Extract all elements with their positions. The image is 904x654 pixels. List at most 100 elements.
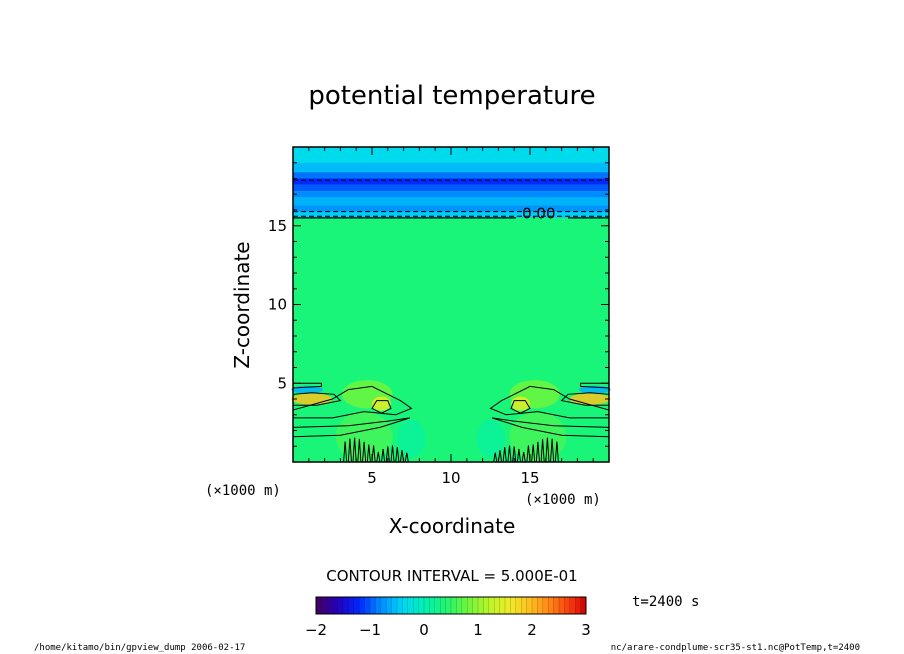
contour-lines: 0.00: [292, 179, 610, 463]
surface-contour-right-12: [497, 450, 503, 463]
field-feature-11: [476, 419, 505, 458]
colorbar-cell-5: [343, 597, 349, 614]
colorbar: [315, 596, 587, 615]
colorbar-cell-10: [370, 597, 376, 614]
x-tick-labels: 5 10 15: [367, 469, 539, 487]
field-band-6: [293, 197, 609, 206]
contour-right-4: [491, 417, 610, 438]
colorbar-cell-20: [424, 597, 430, 614]
colorbar-cell-24: [445, 597, 452, 614]
surface-contour-right-11: [502, 447, 507, 463]
colorbar-cell-27: [461, 597, 468, 614]
colorbar-cell-8: [359, 597, 365, 614]
surface-contour-right-5: [531, 444, 536, 463]
colorbar-cell-2: [326, 597, 333, 614]
surface-contour-left-2: [352, 437, 357, 463]
surface-contour-left-10: [390, 445, 395, 463]
colorbar-cell-23: [440, 597, 446, 614]
colorbar-cell-44: [553, 597, 560, 614]
footer-right: nc/arare-condplume-scr35-st1.nc@PotTemp,…: [611, 643, 860, 653]
colorbar-cell-30: [478, 597, 484, 614]
surface-contour-left-7: [376, 451, 381, 463]
contour-left-4: [292, 417, 411, 438]
colorbar-cell-33: [494, 597, 500, 614]
field-feature-8: [335, 411, 393, 462]
y-tick-label-10: 10: [268, 296, 287, 314]
surface-contour-left-11: [395, 447, 400, 463]
colorbar-cell-26: [456, 597, 463, 614]
colorbar-cell-35: [505, 597, 511, 614]
colorbar-cell-0: [316, 597, 322, 614]
colorbar-tick-label-1: −1: [359, 621, 381, 639]
surface-contour-right-10: [507, 445, 512, 463]
surface-contour-left-8: [381, 448, 386, 463]
colorbar-cell-34: [499, 597, 506, 614]
field-band-5: [293, 191, 609, 198]
colorbar-cell-46: [564, 597, 571, 614]
surface-contour-left-4: [362, 441, 367, 463]
zero-contour-label: 0.00: [522, 205, 555, 223]
colorbar-tick-labels: −2 −1 0 1 2 3: [305, 621, 591, 639]
colorbar-cell-48: [575, 597, 581, 614]
footer-left: /home/kitamo/bin/gpview_dump 2006-02-17: [34, 643, 245, 653]
colorbar-cell-17: [407, 597, 414, 614]
contour-right-3: [489, 385, 610, 419]
field-feature-0: [291, 393, 333, 405]
colorbar-cell-15: [397, 597, 403, 614]
colorbar-cell-45: [559, 597, 565, 614]
colorbar-cell-25: [451, 597, 457, 614]
colorbar-cell-42: [542, 597, 549, 614]
colorbar-tick-label-4: 2: [527, 621, 537, 639]
colorbar-cell-14: [391, 597, 398, 614]
colorbar-cell-29: [472, 597, 479, 614]
x-tick-label-5: 5: [367, 469, 377, 487]
x-axis-label: X-coordinate: [389, 514, 516, 538]
colorbar-cell-36: [510, 597, 517, 614]
contour-right-2: [510, 400, 531, 414]
colorbar-cell-32: [488, 597, 495, 614]
colorbar-cell-31: [483, 597, 490, 614]
colorbar-cell-49: [580, 597, 587, 614]
x-tick-label-10: 10: [441, 469, 460, 487]
colorbar-cell-9: [364, 597, 371, 614]
contour-left-2: [371, 400, 392, 414]
colorbar-cell-41: [537, 597, 544, 614]
colorbar-cell-12: [380, 597, 387, 614]
colorbar-cell-3: [332, 597, 338, 614]
surface-contour-left-0: [343, 441, 348, 463]
surface-contour-right-4: [535, 441, 540, 463]
colorbar-cell-22: [434, 597, 441, 614]
colorbar-cell-18: [413, 597, 419, 614]
y-tick-labels: 5 10 15: [268, 217, 287, 393]
surface-contour-right-3: [540, 438, 545, 463]
colorbar-cell-39: [526, 597, 533, 614]
field-band-8: [293, 211, 609, 218]
surface-contour-right-1: [550, 438, 555, 463]
contour-left-3: [292, 385, 413, 419]
y-tick-label-5: 5: [277, 374, 287, 392]
colorbar-tick-label-0: −2: [305, 621, 327, 639]
field-band-1: [293, 162, 609, 173]
field-feature-10: [397, 419, 426, 458]
x-tick-label-15: 15: [520, 469, 539, 487]
surface-contour-left-12: [399, 450, 405, 463]
colorbar-cell-19: [418, 597, 425, 614]
field-feature-1: [569, 393, 611, 405]
surface-contour-left-1: [347, 438, 352, 463]
surface-contour-right-13: [493, 452, 498, 463]
colorbar-cell-47: [569, 597, 576, 614]
y-multiplier-label: (×1000 m): [205, 483, 281, 499]
surface-contour-left-13: [404, 452, 409, 463]
surface-contour-right-0: [554, 441, 559, 463]
x-multiplier-label: (×1000 m): [525, 492, 601, 508]
colorbar-tick-label-2: 0: [419, 621, 429, 639]
surface-contour-right-8: [516, 448, 521, 463]
colorbar-frame: [315, 596, 587, 615]
surface-contour-right-7: [521, 451, 526, 463]
field-band-3: [293, 178, 609, 185]
colorbar-cell-43: [548, 597, 554, 614]
surface-contour-left-9: [385, 446, 390, 463]
chart-title: potential temperature: [308, 81, 595, 111]
surface-contour-right-2: [545, 437, 550, 463]
